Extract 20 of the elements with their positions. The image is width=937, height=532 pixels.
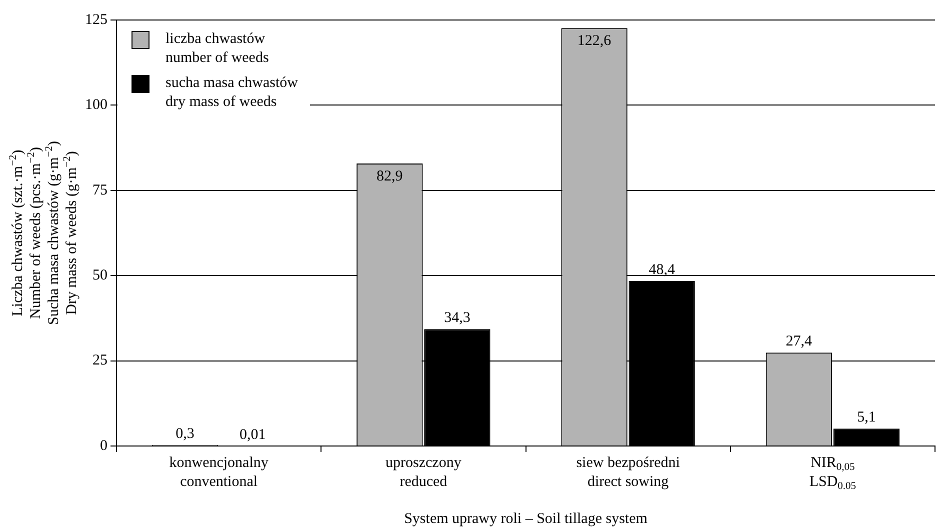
- x-tick-label: siew bezpośredni direct sowing: [576, 454, 680, 490]
- y-tick-label: 0: [100, 438, 108, 454]
- y-tick-label: 25: [92, 352, 108, 369]
- y-tick-label: 100: [85, 97, 108, 114]
- y-tick-label: 125: [85, 12, 108, 28]
- legend-label: liczba chwastów number of weeds: [166, 30, 269, 66]
- legend-label: sucha masa chwastów dry mass of weeds: [166, 74, 298, 110]
- data-label: 34,3: [444, 310, 470, 326]
- x-axis-title: System uprawy roli – Soil tillage system: [404, 510, 648, 527]
- data-label: 82,9: [376, 168, 403, 184]
- y-tick-label: 75: [92, 182, 108, 198]
- data-label: 0,01: [239, 426, 266, 443]
- data-label: 0,3: [176, 426, 194, 442]
- y-tick-label: 50: [92, 268, 108, 284]
- data-label: 5,1: [857, 410, 876, 426]
- data-label: 48,4: [648, 262, 676, 278]
- data-label: 27,4: [786, 334, 813, 350]
- x-tick-label: konwencjonalny conventional: [169, 454, 269, 490]
- data-label: 122,6: [577, 33, 612, 50]
- x-tick-label: uproszczony reduced: [386, 454, 462, 490]
